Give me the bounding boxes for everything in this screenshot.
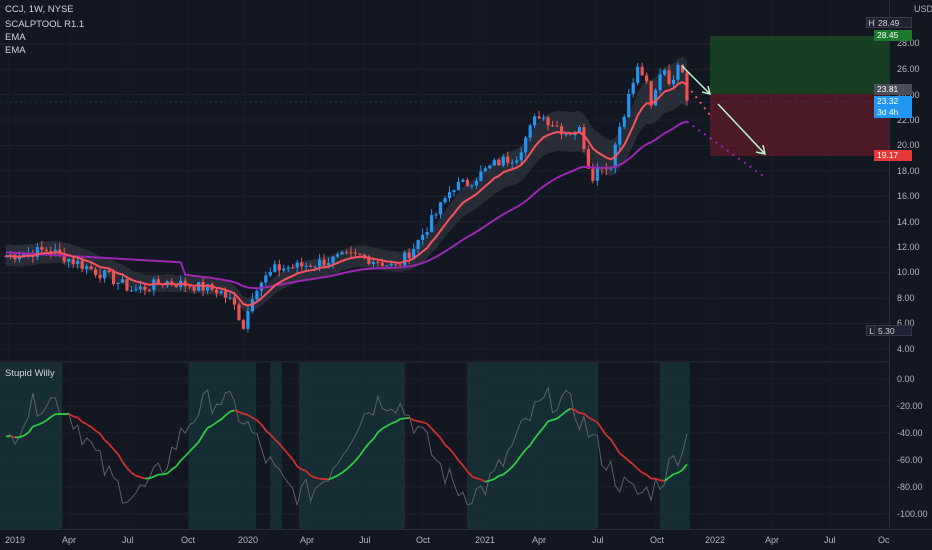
low-value-badge: 5.30 (874, 325, 912, 336)
time-label: Jul (592, 535, 604, 545)
time-label: 2021 (475, 535, 496, 545)
time-label: Apr (62, 535, 77, 545)
osc-tick: -40.00 (897, 428, 923, 438)
time-label: Oct (650, 535, 665, 545)
time-label: Oct (181, 535, 196, 545)
time-label: Jul (359, 535, 371, 545)
price-tick: 24.00 (897, 90, 920, 100)
price-tick: 4.00 (897, 344, 915, 354)
indicator-ema-label-2[interactable]: EMA (5, 45, 26, 56)
stop-value-badge: 19.17 (874, 150, 912, 161)
position-zones (0, 36, 889, 156)
osc-tick: -20.00 (897, 401, 923, 411)
time-label: 2022 (705, 535, 726, 545)
oscillator-title[interactable]: Stupid Willy (5, 368, 55, 379)
time-label: 2019 (5, 535, 26, 545)
price-tick: 18.00 (897, 166, 920, 176)
oscillator-lines (5, 386, 688, 506)
price-tick: 10.00 (897, 267, 920, 277)
price-candles (4, 62, 689, 333)
price-tick: 26.00 (897, 64, 920, 74)
osc-tick: -100.00 (897, 509, 928, 519)
last-price-badge: 23.81 (874, 84, 912, 95)
price-tick: 14.00 (897, 217, 920, 227)
ema-value-badge: 23.32 (874, 96, 912, 107)
price-tick: 8.00 (897, 293, 915, 303)
price-tick: 12.00 (897, 242, 920, 252)
time-label: Apr (765, 535, 780, 545)
symbol-title[interactable]: CCJ, 1W, NYSE (5, 4, 74, 15)
oscillator-shading (0, 363, 690, 529)
time-label: Oct (416, 535, 431, 545)
price-tick: 28.00 (897, 38, 920, 48)
price-tick: 6.00 (897, 318, 915, 328)
projection-arrows (681, 65, 766, 155)
price-tick: 16.00 (897, 191, 920, 201)
bar-countdown-badge: 3d 4h (874, 107, 912, 118)
indicator-ema-label[interactable]: EMA (5, 32, 26, 43)
price-tick: 22.00 (897, 115, 920, 125)
time-label: Jul (824, 535, 836, 545)
indicator-scalptool-label[interactable]: SCALPTOOL R1.1 (5, 19, 85, 30)
time-label: Jul (122, 535, 134, 545)
target-value-badge: 28.45 (874, 30, 912, 41)
time-label: Oc (878, 535, 890, 545)
osc-tick: 0.00 (897, 374, 915, 384)
time-label: Apr (532, 535, 547, 545)
ema-lines (5, 80, 766, 307)
currency-label: USD (914, 4, 932, 14)
osc-tick: -80.00 (897, 482, 923, 492)
time-label: Apr (300, 535, 315, 545)
high-value-badge: 28.49 (874, 17, 912, 28)
price-bands (6, 56, 687, 313)
time-label: 2020 (238, 535, 259, 545)
osc-tick: -60.00 (897, 455, 923, 465)
price-tick: 20.00 (897, 140, 920, 150)
